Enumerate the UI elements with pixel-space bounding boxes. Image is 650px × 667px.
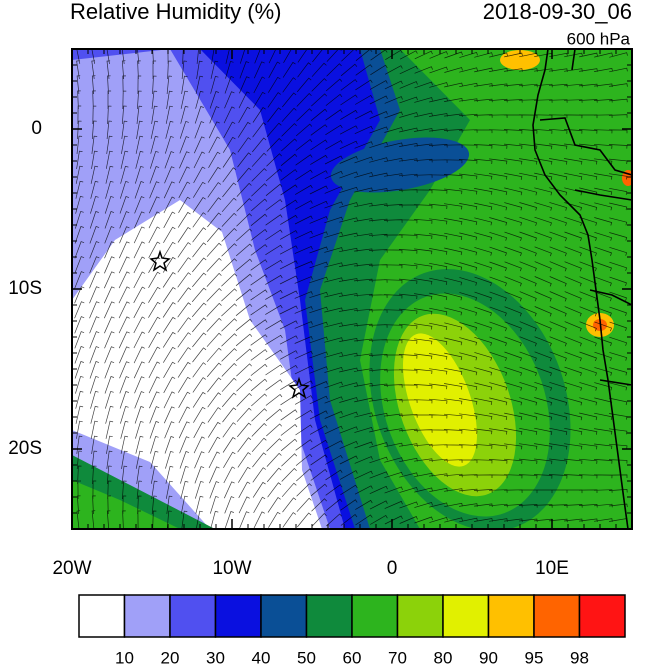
colorbar-swatch bbox=[351, 594, 399, 638]
axes: 20W 10W 0 10E 0 10S 20S bbox=[8, 48, 633, 579]
colorbar-label: 70 bbox=[388, 648, 407, 667]
station-marker bbox=[149, 249, 171, 272]
colorbar-label: 40 bbox=[252, 648, 271, 667]
x-tick-label: 10E bbox=[535, 558, 569, 579]
colorbar-swatch bbox=[578, 594, 626, 638]
colorbar-swatch bbox=[214, 594, 262, 638]
level: 600 hPa bbox=[567, 29, 631, 48]
coastline bbox=[532, 49, 632, 529]
colorbar-label: 50 bbox=[297, 648, 316, 667]
title: Relative Humidity (%) bbox=[70, 0, 282, 24]
colorbar-swatch bbox=[78, 594, 126, 638]
barb bbox=[74, 49, 628, 529]
colorbar-swatch bbox=[396, 594, 444, 638]
colorbar-label: 10 bbox=[115, 648, 134, 667]
colorbar-label: 80 bbox=[434, 648, 453, 667]
colorbar-label: 98 bbox=[570, 648, 589, 667]
colorbar: 10 20 30 40 50 60 70 80 90 95 98 bbox=[78, 594, 626, 667]
wind-barbs bbox=[74, 49, 628, 529]
x-tick-label: 10W bbox=[212, 558, 251, 579]
x-tick-label: 20W bbox=[52, 558, 91, 579]
colorbar-swatch bbox=[260, 594, 308, 638]
colorbar-label: 95 bbox=[525, 648, 544, 667]
humidity-region bbox=[500, 50, 540, 70]
colorbar-label: 30 bbox=[206, 648, 225, 667]
colorbar-swatch bbox=[487, 594, 535, 638]
y-tick-label: 20S bbox=[8, 438, 42, 459]
colorbar-swatch bbox=[169, 594, 217, 638]
colorbar-swatch bbox=[442, 594, 490, 638]
colorbar-label: 20 bbox=[161, 648, 180, 667]
humidity-region bbox=[330, 137, 470, 193]
humidity-field bbox=[72, 49, 632, 529]
minor-ticks bbox=[71, 48, 633, 530]
x-tick-label: 0 bbox=[387, 558, 398, 579]
y-tick-label: 0 bbox=[31, 118, 42, 139]
station-marker bbox=[288, 376, 310, 399]
colorbar-swatch bbox=[533, 594, 581, 638]
y-tick-label: 10S bbox=[8, 278, 42, 299]
date: 2018-09-30_06 bbox=[483, 0, 632, 24]
humidity-region bbox=[72, 200, 322, 529]
colorbar-label: 90 bbox=[479, 648, 498, 667]
colorbar-label: 60 bbox=[343, 648, 362, 667]
colorbar-swatch bbox=[305, 594, 353, 638]
colorbar-swatch bbox=[123, 594, 171, 638]
